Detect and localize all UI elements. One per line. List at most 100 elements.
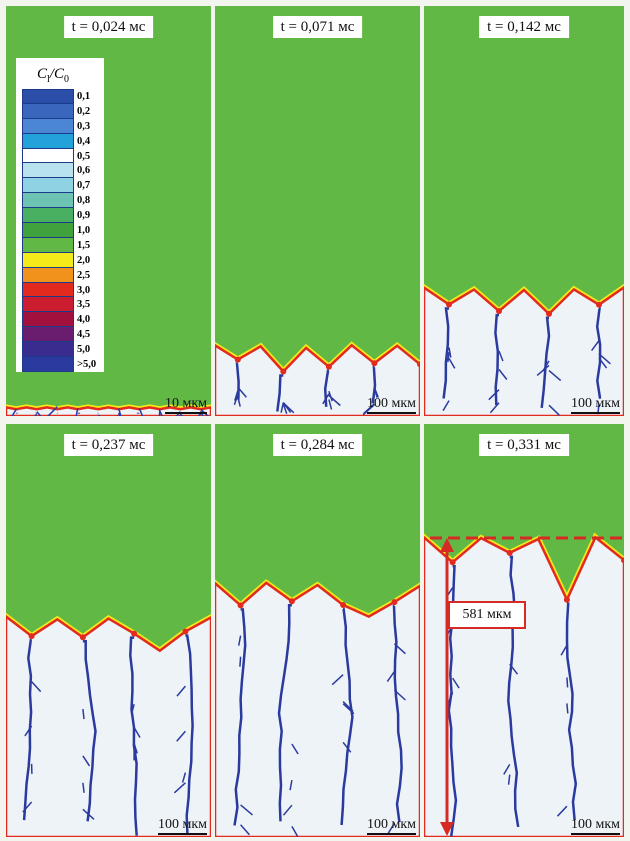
dendrite-channel — [233, 608, 247, 826]
time-label: t = 0,071 мс — [272, 16, 363, 38]
solid-region — [215, 581, 420, 837]
dendrite-channel — [595, 307, 602, 399]
panel-4: t = 0,237 мс 100 мкм — [6, 424, 211, 837]
dendrite-branch — [386, 671, 396, 683]
legend-value: >5,0 — [77, 358, 97, 370]
dendrite-branch — [442, 400, 450, 411]
dendrite-branch — [237, 635, 242, 646]
scale-bar: 100 мкм — [570, 396, 620, 414]
dendrite-branch — [197, 413, 202, 416]
dendrite-channels — [233, 362, 379, 416]
dendrite-branch — [47, 406, 58, 416]
dendrite-channels — [442, 307, 611, 416]
interface-hotspot — [446, 301, 452, 308]
legend-item: 4,5 — [22, 327, 98, 343]
legend-item: 0,8 — [22, 193, 98, 209]
dendrite-channels — [233, 604, 406, 837]
dendrite-branch — [200, 408, 210, 416]
scale-bar: 10 мкм — [164, 396, 207, 414]
dendrite-channel — [235, 362, 240, 400]
solid-region — [6, 614, 211, 837]
dendrite-branch — [31, 681, 42, 693]
legend-item: 0,1 — [22, 89, 98, 104]
legend-swatch — [22, 163, 74, 179]
legend-item: 0,3 — [22, 118, 98, 134]
dendrite-branch — [33, 413, 38, 416]
dendrite-branch — [598, 357, 608, 369]
dendrite-branch — [590, 340, 600, 352]
dendrite-branch — [82, 755, 91, 767]
legend-swatch — [22, 282, 74, 298]
dendrite-branch — [239, 656, 242, 667]
legend-item: 2,0 — [22, 252, 98, 268]
interface-hotspot — [288, 598, 295, 605]
legend-value: 2,0 — [77, 254, 91, 266]
legend-swatch — [22, 89, 74, 104]
microstructure-field — [215, 341, 420, 416]
dendrite-branch — [173, 782, 186, 794]
dendrite-branch — [282, 804, 293, 816]
microstructure-field — [215, 579, 420, 837]
dendrite-channel — [507, 555, 520, 828]
interface-hotspot — [417, 361, 420, 368]
legend-swatch — [22, 237, 74, 253]
legend-value: 3,0 — [77, 284, 91, 296]
length-label: 581 мкм — [448, 601, 526, 629]
microstructure-field — [424, 283, 624, 416]
legend-item: 1,0 — [22, 223, 98, 238]
dendrite-branch — [291, 826, 299, 837]
legend-value: 0,5 — [77, 150, 91, 162]
dendrite-branch — [331, 674, 344, 686]
legend-value: 0,7 — [77, 180, 91, 192]
dendrite-branch — [498, 350, 504, 362]
interface-hotspot — [131, 630, 138, 637]
microstructure-field — [424, 532, 624, 837]
legend-value: 1,0 — [77, 224, 91, 236]
legend-item: 0,7 — [22, 178, 98, 194]
dendrite-branch — [328, 390, 333, 402]
interface-hotspot — [371, 360, 378, 367]
panel-5: t = 0,284 мс 100 мкм — [215, 424, 420, 837]
dendrite-branch — [233, 394, 239, 405]
interface-hotspot — [237, 602, 244, 609]
legend-item: 1,5 — [22, 237, 98, 253]
legend-value: 0,2 — [77, 105, 91, 117]
legend-item: 0,4 — [22, 133, 98, 149]
dendrite-branch — [11, 408, 17, 416]
legend-value: 3,5 — [77, 299, 91, 311]
legend-value: 0,4 — [77, 135, 91, 147]
dendrite-branch — [556, 805, 568, 817]
time-label: t = 0,142 мс — [479, 16, 569, 38]
dendrite-branch — [176, 685, 186, 697]
time-label: t = 0,284 мс — [272, 434, 363, 456]
microstructure-field — [6, 612, 211, 837]
dendrite-branch — [237, 386, 247, 398]
legend-item: 0,2 — [22, 103, 98, 119]
dendrite-channel — [185, 634, 194, 834]
dendrite-channel — [276, 374, 284, 412]
dendrite-channel — [540, 316, 551, 409]
legend-swatch — [22, 103, 74, 119]
legend-swatch — [22, 193, 74, 209]
dendrite-branch — [503, 764, 511, 775]
dendrite-branch — [118, 412, 121, 416]
legend-value: 0,1 — [77, 90, 91, 102]
legend-item: 0,9 — [22, 208, 98, 224]
interface-hotspot — [182, 628, 189, 635]
interface-hotspot — [596, 301, 602, 308]
dendrite-branch — [488, 389, 500, 401]
microstructure-field — [6, 404, 211, 416]
dendrite-branch — [234, 390, 239, 401]
legend-swatch — [22, 297, 74, 313]
dendrite-branch — [548, 404, 560, 416]
dendrite-channel — [82, 640, 97, 822]
legend-item: 3,5 — [22, 297, 98, 313]
interface-hotspot — [391, 599, 398, 606]
dendrite-branch — [498, 369, 508, 380]
dendrite-channel — [22, 638, 33, 821]
dendrite-branch — [36, 411, 42, 416]
legend-swatch — [22, 133, 74, 149]
dendrite-branch — [282, 403, 288, 414]
interface-hotspot — [280, 368, 287, 375]
legend-item: 2,5 — [22, 267, 98, 283]
